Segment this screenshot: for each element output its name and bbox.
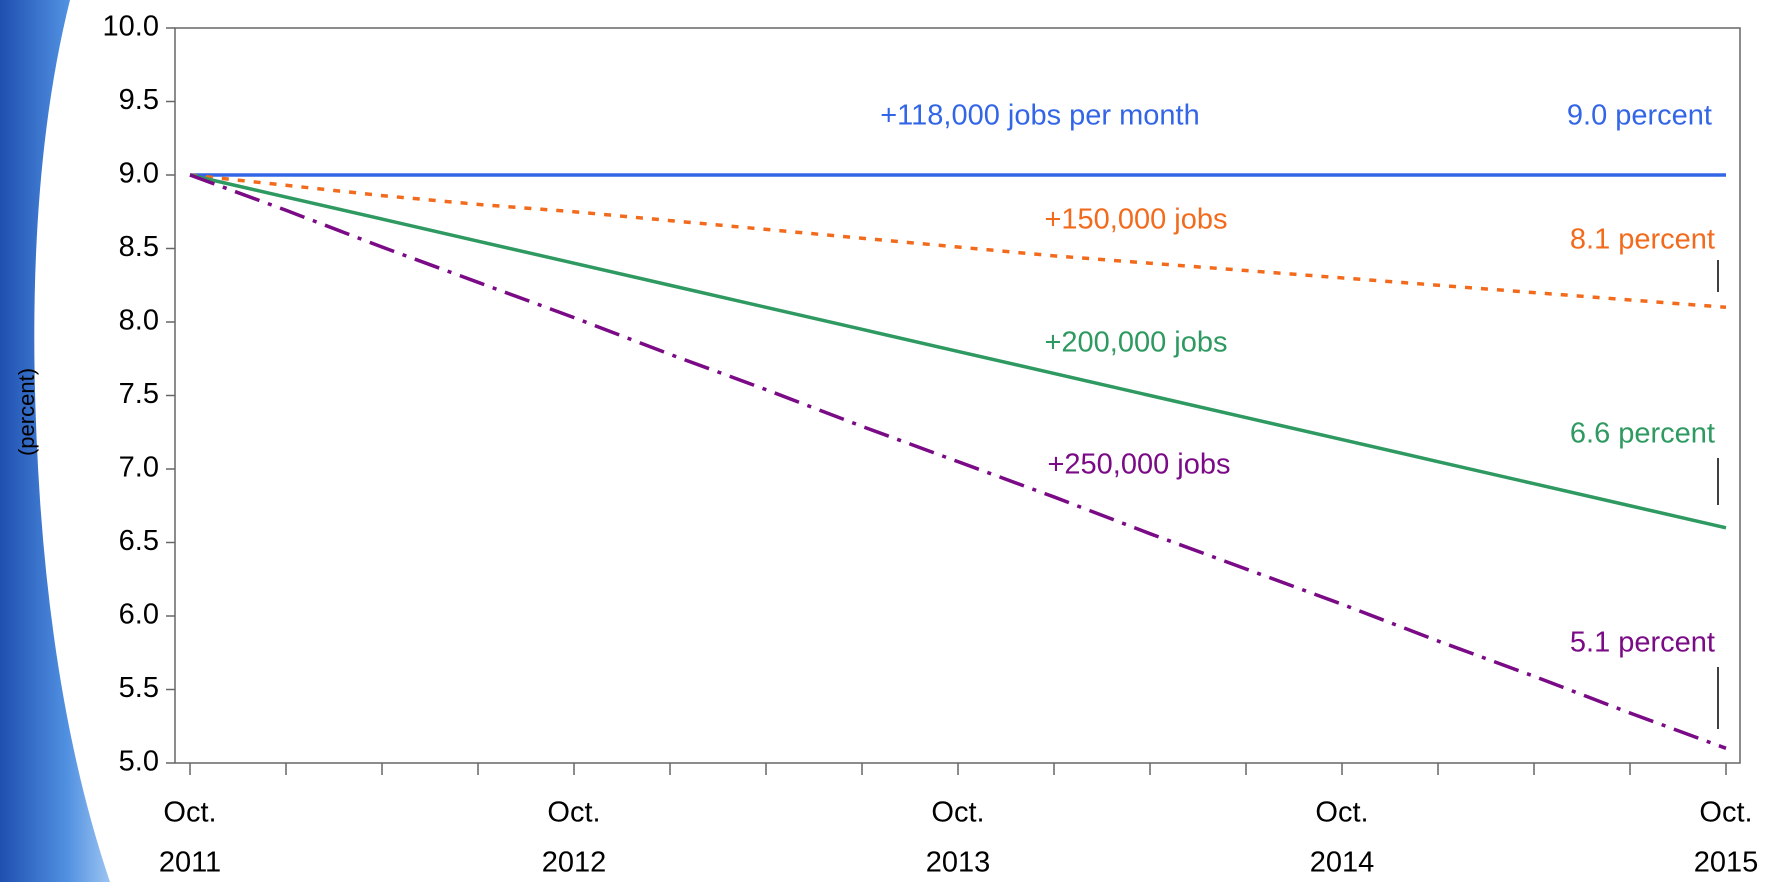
series-label: +200,000 jobs bbox=[1044, 327, 1227, 359]
x-tick-label: Oct. bbox=[1315, 797, 1368, 829]
y-tick-label: 5.0 bbox=[119, 746, 159, 778]
y-tick-label: 10.0 bbox=[103, 11, 159, 43]
y-tick-label: 8.5 bbox=[119, 231, 159, 263]
y-tick-label: 6.0 bbox=[119, 599, 159, 631]
series-label: +150,000 jobs bbox=[1044, 204, 1227, 236]
y-tick-label: 8.0 bbox=[119, 305, 159, 337]
chart: (percent) 5.0 5.5 6.0 6.5 7.0 7.5 8.0 8.5 9.0 9.5… bbox=[0, 0, 1772, 882]
y-tick-label: 7.0 bbox=[119, 452, 159, 484]
x-tick-label: Oct. bbox=[547, 797, 600, 829]
end-label: 8.1 percent bbox=[1570, 224, 1715, 256]
end-label: 5.1 percent bbox=[1570, 627, 1715, 659]
x-tick-label: Oct. bbox=[931, 797, 984, 829]
y-axis-label: (percent) bbox=[14, 368, 39, 456]
x-tick-label: 2013 bbox=[926, 847, 991, 879]
plot-area bbox=[175, 28, 1740, 763]
x-tick-label: 2011 bbox=[159, 847, 221, 879]
y-tick-label: 6.5 bbox=[119, 525, 159, 557]
y-tick-label: 5.5 bbox=[119, 672, 159, 704]
series-label: +250,000 jobs bbox=[1047, 449, 1230, 481]
x-tick-label: 2012 bbox=[542, 847, 607, 879]
end-label: 9.0 percent bbox=[1567, 100, 1712, 132]
x-tick-label: 2014 bbox=[1310, 847, 1375, 879]
y-tick-label: 9.5 bbox=[119, 84, 159, 116]
y-tick-label: 7.5 bbox=[119, 378, 159, 410]
series-label: +118,000 jobs per month bbox=[880, 100, 1200, 132]
x-tick-label: Oct. bbox=[163, 797, 216, 829]
x-tick-label: 2015 bbox=[1694, 847, 1759, 879]
end-label: 6.6 percent bbox=[1570, 418, 1715, 450]
x-tick-label: Oct. bbox=[1699, 797, 1752, 829]
y-tick-label: 9.0 bbox=[119, 158, 159, 190]
